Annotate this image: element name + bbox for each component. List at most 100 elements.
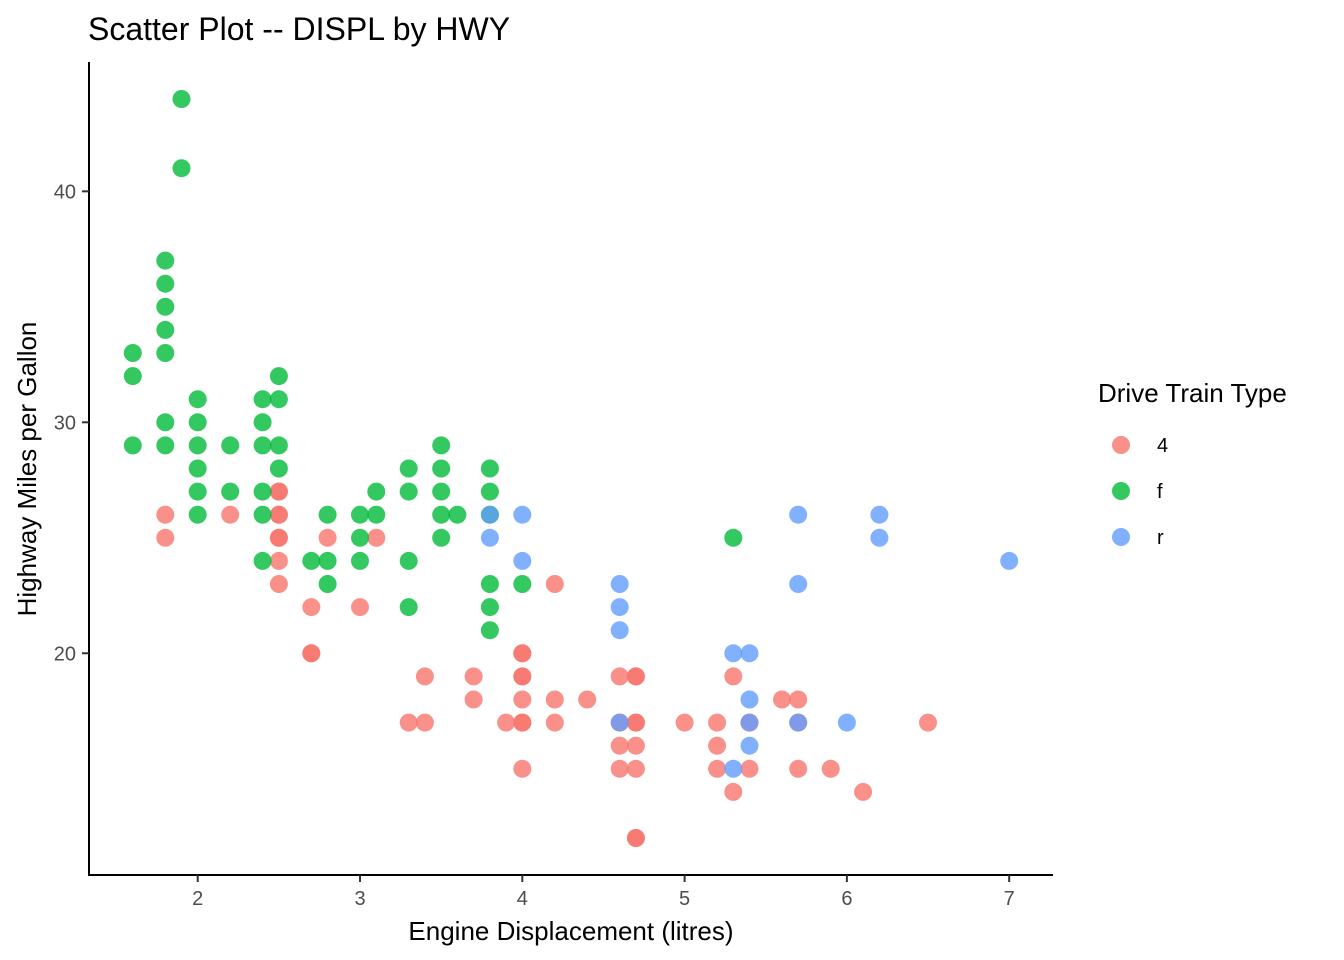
scatter-point-4-22 (497, 713, 516, 732)
scatter-point-4-11 (302, 598, 321, 617)
scatter-point-f-30 (302, 551, 321, 570)
scatter-point-4-51 (724, 667, 743, 686)
scatter-point-4-20 (464, 667, 483, 686)
scatter-point-f-28 (269, 436, 288, 455)
scatter-point-r-7 (610, 713, 629, 732)
scatter-point-r-17 (837, 713, 856, 732)
scatter-point-f-38 (367, 505, 386, 524)
legend-key-f (1112, 482, 1130, 500)
scatter-point-r-5 (610, 598, 629, 617)
ticks-layer: 2 3 4 5 6 7 20 30 40 (54, 181, 1015, 910)
scatter-point-f-0 (123, 344, 142, 362)
scatter-point-4-59 (821, 759, 840, 778)
scatter-point-f-5 (156, 297, 175, 316)
legend-label-r: r (1157, 527, 1164, 549)
scatter-point-f-25 (253, 551, 272, 570)
scatter-point-4-60 (854, 782, 873, 801)
scatter-point-4-30 (513, 713, 532, 732)
scatter-point-f-45 (432, 482, 451, 501)
scatter-point-r-6 (610, 621, 629, 640)
scatter-point-4-0 (156, 505, 175, 524)
scatter-point-f-9 (156, 436, 175, 455)
scatter-point-r-0 (480, 505, 499, 524)
scatter-point-r-15 (789, 575, 808, 593)
scatter-point-f-24 (253, 505, 272, 524)
x-tick-label-3: 3 (354, 888, 365, 910)
scatter-point-4-41 (626, 736, 645, 755)
scatter-point-4-56 (789, 690, 808, 709)
scatter-point-4-33 (545, 713, 564, 732)
scatter-point-4-37 (610, 736, 629, 755)
scatter-point-f-43 (432, 436, 451, 455)
scatter-point-4-31 (545, 575, 564, 593)
x-tick-label-4: 4 (517, 888, 528, 910)
scatter-point-f-16 (188, 482, 207, 501)
points-layer (123, 90, 1019, 847)
scatter-point-r-14 (789, 505, 808, 524)
scatter-point-r-20 (1000, 551, 1019, 570)
scatter-point-f-17 (188, 505, 207, 524)
scatter-point-f-15 (188, 459, 207, 478)
y-tick-label-30: 30 (54, 412, 76, 434)
scatter-point-f-29 (269, 459, 288, 478)
scatter-point-4-2 (221, 505, 240, 524)
scatter-point-4-61 (919, 713, 937, 732)
scatter-point-r-2 (513, 505, 532, 524)
scatter-point-4-16 (367, 528, 386, 547)
scatter-point-f-21 (253, 413, 272, 432)
y-tick-label-40: 40 (54, 181, 76, 203)
scatter-point-r-18 (870, 505, 889, 524)
scatter-point-4-58 (789, 759, 808, 778)
x-axis-title: Engine Displacement (litres) (408, 916, 733, 946)
scatter-point-f-22 (253, 436, 272, 455)
scatter-point-4-19 (415, 713, 434, 732)
scatter-point-f-42 (399, 598, 418, 617)
legend-label-f: f (1157, 481, 1163, 503)
scatter-point-r-11 (740, 690, 759, 709)
legend-label-4: 4 (1157, 435, 1168, 457)
scatter-point-f-54 (480, 621, 499, 640)
scatter-point-f-55 (513, 575, 532, 593)
scatter-point-4-28 (513, 644, 532, 663)
scatter-point-f-19 (221, 482, 240, 501)
scatter-point-4-7 (269, 575, 288, 593)
scatter-point-f-36 (351, 551, 369, 570)
scatter-point-f-3 (156, 251, 175, 270)
scatter-point-4-52 (724, 782, 743, 801)
scatter-point-f-32 (318, 551, 337, 570)
scatter-point-4-15 (351, 598, 369, 617)
scatter-point-4-8 (269, 482, 288, 501)
scatter-point-4-44 (626, 829, 645, 847)
scatter-point-4-45 (626, 667, 645, 686)
y-axis-title: Highway Miles per Gallon (12, 322, 42, 617)
scatter-point-f-18 (221, 436, 240, 455)
scatter-point-4-47 (675, 713, 694, 732)
scatter-point-f-46 (432, 505, 451, 524)
scatter-point-f-11 (172, 159, 191, 178)
scatter-point-f-35 (351, 528, 369, 547)
scatter-point-f-31 (318, 505, 337, 524)
legend-key-4 (1112, 436, 1130, 454)
scatter-point-4-14 (318, 528, 337, 547)
scatter-point-f-10 (172, 90, 191, 108)
scatter-point-f-8 (156, 413, 175, 432)
scatter-point-r-1 (480, 528, 499, 547)
scatter-point-f-49 (480, 459, 499, 478)
y-tick-label-20: 20 (54, 643, 76, 665)
scatter-point-4-35 (610, 667, 629, 686)
scatter-point-4-50 (708, 759, 727, 778)
scatter-point-f-4 (156, 274, 175, 293)
scatter-point-f-44 (432, 459, 451, 478)
chart-title: Scatter Plot -- DISPL by HWY (88, 11, 510, 47)
scatter-point-f-41 (399, 551, 418, 570)
scatter-point-f-14 (188, 436, 207, 455)
scatter-point-f-23 (253, 482, 272, 501)
legend-key-r (1112, 528, 1130, 546)
scatter-point-r-10 (740, 644, 759, 663)
scatter-point-4-10 (269, 528, 288, 547)
scatter-point-4-21 (464, 690, 483, 709)
scatter-point-4-27 (513, 759, 532, 778)
legend-title: Drive Train Type (1098, 378, 1287, 408)
scatter-point-f-50 (480, 482, 499, 501)
